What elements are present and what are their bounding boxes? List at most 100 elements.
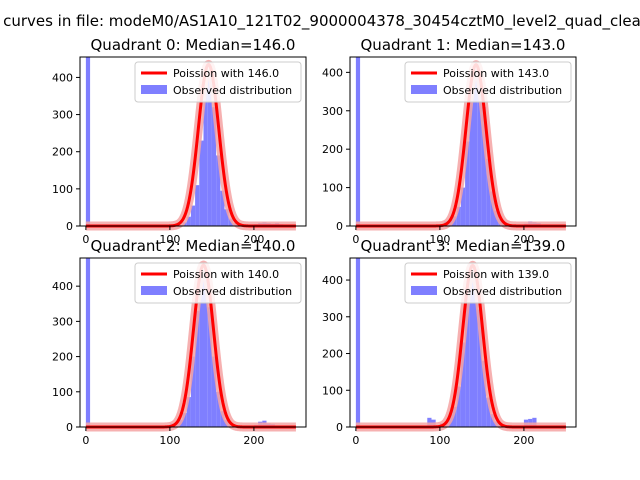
legend-box — [404, 262, 572, 304]
subplot-quadrant-2: 0 100 200 0 100 200 300 400 Quadrant 2: Median=1… — [52, 237, 307, 447]
y-tick-label: 0 — [336, 421, 343, 434]
y-tick-label: 400 — [322, 274, 343, 287]
legend: Poission with 143.0 Observed distribution — [404, 61, 572, 103]
figure-suptitle: Light curves in file: modeM0/AS1A10_121T… — [0, 12, 640, 31]
histogram-bar — [216, 391, 221, 427]
histogram-bar — [220, 411, 225, 427]
legend-box — [134, 61, 302, 103]
y-tick-label: 400 — [322, 66, 343, 79]
histogram-bar — [199, 275, 204, 427]
y-tick-label: 0 — [66, 421, 73, 434]
y-tick-label: 300 — [52, 315, 73, 328]
x-tick-label: 200 — [513, 434, 534, 447]
y-tick-label: 100 — [322, 384, 343, 397]
histogram-bar — [456, 386, 461, 427]
histogram-bar — [456, 206, 461, 226]
histogram-bar — [216, 155, 221, 226]
histogram-bar — [465, 141, 470, 226]
y-tick-label: 100 — [322, 182, 343, 195]
subplot-quadrant-3: 0 100 200 0 100 200 300 400 Quadrant 3: Median=1… — [322, 237, 577, 447]
histogram-bar — [203, 270, 208, 427]
histogram-bar — [195, 310, 200, 427]
x-tick-label: 100 — [429, 233, 450, 246]
legend-hist-swatch — [411, 286, 437, 295]
y-tick-label: 200 — [52, 146, 73, 159]
y-tick-label: 200 — [322, 143, 343, 156]
histogram-bar — [469, 87, 474, 227]
subplot-quadrant-1: 0 100 200 0 100 200 300 400 Quadrant 1: Median=1… — [322, 36, 577, 246]
y-tick-label: 200 — [52, 351, 73, 364]
y-tick-label: 0 — [66, 220, 73, 233]
histogram-bar — [211, 356, 217, 427]
y-tick-label: 0 — [336, 220, 343, 233]
legend-hist-label: Observed distribution — [173, 285, 292, 298]
legend-hist-swatch — [141, 85, 167, 94]
histogram-bar — [460, 342, 466, 427]
legend: Poission with 139.0 Observed distribution — [404, 262, 572, 304]
subplot-quadrant-0: 0 100 200 0 100 200 300 400 Quadrant 0: Median=1… — [52, 36, 307, 246]
x-tick-label: 0 — [82, 233, 89, 246]
histogram-bar — [427, 417, 432, 427]
legend-fit-label: Poission with 146.0 — [173, 67, 279, 80]
x-tick-label: 100 — [429, 434, 450, 447]
legend-box — [404, 61, 572, 103]
legend: Poission with 140.0 Observed distribution — [134, 262, 302, 304]
histogram-bar — [195, 185, 200, 226]
legend-box — [134, 262, 302, 304]
x-tick-label: 0 — [82, 434, 89, 447]
histogram-bar — [486, 158, 491, 226]
axes-frame — [349, 257, 577, 428]
legend-hist-label: Observed distribution — [443, 285, 562, 298]
legend-hist-swatch — [141, 286, 167, 295]
histogram-bar — [452, 406, 457, 427]
histogram-bar — [207, 73, 212, 226]
histogram-bar — [477, 309, 482, 427]
x-tick-label: 0 — [352, 434, 359, 447]
y-tick-label: 300 — [52, 109, 73, 122]
histogram-bar — [469, 263, 474, 427]
histogram-bar — [203, 88, 208, 226]
x-tick-label: 100 — [159, 233, 180, 246]
y-tick-label: 400 — [52, 280, 73, 293]
histogram-bar — [460, 187, 466, 226]
histogram-bar — [490, 191, 495, 226]
legend-hist-label: Observed distribution — [443, 84, 562, 97]
histogram-bar — [207, 307, 212, 427]
legend: Poission with 146.0 Observed distribution — [134, 61, 302, 103]
histogram-bar — [182, 412, 187, 427]
histogram-bar — [355, 57, 361, 226]
y-tick-label: 200 — [322, 348, 343, 361]
histogram-bar — [481, 360, 487, 427]
histogram-bar — [85, 57, 91, 226]
histogram-bar — [186, 397, 191, 427]
legend-hist-label: Observed distribution — [173, 84, 292, 97]
histogram-bar — [355, 258, 361, 427]
histogram-bar — [186, 216, 191, 226]
x-tick-label: 200 — [243, 434, 264, 447]
y-tick-label: 300 — [322, 105, 343, 118]
y-tick-label: 400 — [52, 71, 73, 84]
histogram-bar — [473, 269, 478, 427]
y-tick-label: 100 — [52, 386, 73, 399]
legend-fit-label: Poission with 143.0 — [443, 67, 549, 80]
legend-hist-swatch — [411, 85, 437, 94]
subplot-title: Quadrant 0: Median=146.0 — [91, 36, 296, 54]
subplot-grid: 0 100 200 0 100 200 300 400 Quadrant 0: Median=1… — [52, 36, 577, 447]
x-tick-label: 100 — [159, 434, 180, 447]
axes-frame — [79, 56, 307, 227]
histogram-bar — [224, 209, 229, 226]
y-tick-label: 300 — [322, 311, 343, 324]
histogram-bar — [532, 417, 537, 427]
histogram-bar — [85, 258, 91, 427]
histogram-bar — [465, 287, 470, 427]
subplot-title: Quadrant 1: Median=143.0 — [361, 36, 566, 54]
axes-frame — [349, 56, 577, 227]
histogram-bar — [190, 205, 196, 226]
x-tick-label: 200 — [243, 233, 264, 246]
histogram-bar — [190, 356, 196, 427]
histogram-bar — [199, 140, 204, 226]
histogram-bar — [481, 106, 487, 226]
x-tick-label: 200 — [513, 233, 534, 246]
histogram-bar — [477, 76, 482, 226]
